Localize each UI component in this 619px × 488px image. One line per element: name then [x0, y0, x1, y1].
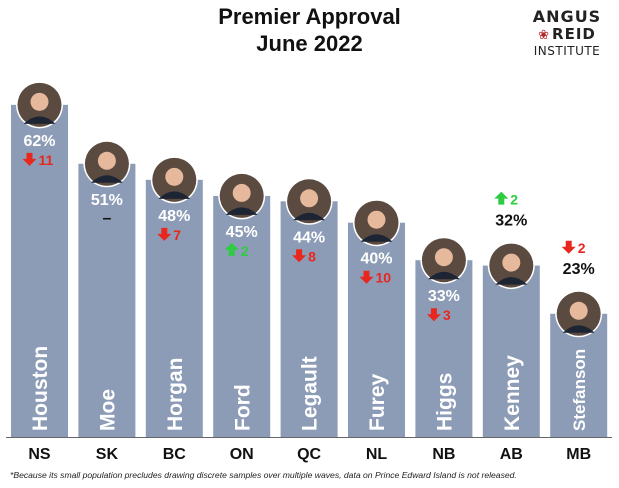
premier-photo-face: [502, 253, 521, 272]
premier-name-kenney: Kenney: [501, 355, 524, 431]
premier-photo-face: [434, 248, 453, 267]
premier-name-moe: Moe: [96, 389, 119, 431]
value-label: 23%: [563, 261, 595, 278]
premier-photo-suit: [23, 116, 56, 124]
change-label: 3: [443, 307, 451, 323]
chart-title: Premier Approval: [218, 4, 401, 29]
chart-subtitle: June 2022: [256, 31, 363, 56]
bar-AB: [482, 265, 540, 437]
province-label-AB: AB: [500, 446, 523, 463]
premier-photo-suit: [90, 175, 123, 183]
value-label: 33%: [428, 288, 460, 305]
logo-line2: REID: [552, 25, 596, 43]
province-label-MB: MB: [566, 446, 591, 463]
up-arrow-icon: [224, 242, 239, 256]
change-label: 11: [39, 152, 54, 168]
premier-photo-face: [569, 301, 588, 320]
premier-photo-face: [232, 183, 251, 202]
bar-BC: [145, 179, 203, 437]
province-label-ON: ON: [230, 446, 254, 463]
bar-NL: [348, 222, 405, 437]
bar-SK: [78, 163, 136, 438]
premier-name-stefanson: Stefanson: [570, 349, 589, 431]
logo-line1: ANGUS: [532, 7, 602, 26]
maple-leaf-icon: ❀: [538, 28, 551, 43]
bar-ON: [213, 195, 271, 437]
premier-name-houston: Houston: [29, 346, 52, 431]
change-label: –: [102, 210, 111, 227]
premier-name-horgan: Horgan: [164, 358, 187, 432]
footnote: *Because its small population precludes …: [10, 470, 517, 480]
premier-photo-face: [300, 189, 319, 208]
change-label: 2: [241, 243, 249, 259]
province-label-NB: NB: [432, 446, 455, 463]
premier-photo-suit: [293, 212, 326, 221]
premier-photo-face: [97, 151, 116, 170]
value-label: 45%: [226, 224, 258, 241]
value-label: 40%: [360, 251, 392, 268]
premier-photo-suit: [427, 271, 460, 280]
value-label: 51%: [91, 192, 123, 209]
up-arrow-icon: [494, 191, 509, 205]
province-label-NL: NL: [366, 446, 388, 463]
value-label: 48%: [158, 208, 190, 225]
value-label: 32%: [495, 213, 527, 230]
down-arrow-icon: [359, 270, 374, 284]
premier-photo-suit: [225, 207, 258, 215]
down-arrow-icon: [426, 308, 441, 322]
province-label-NS: NS: [28, 446, 51, 463]
province-label-BC: BC: [163, 446, 187, 463]
premier-photo-suit: [360, 234, 393, 242]
province-label-SK: SK: [96, 446, 119, 463]
down-arrow-icon: [561, 240, 576, 254]
bar-NB: [415, 260, 473, 437]
premier-photo-suit: [158, 191, 191, 199]
down-arrow-icon: [292, 249, 307, 263]
premier-photo-face: [30, 92, 49, 111]
down-arrow-icon: [157, 227, 172, 241]
value-label: 62%: [23, 133, 55, 150]
change-label: 7: [173, 227, 181, 243]
change-label: 2: [510, 192, 518, 208]
down-arrow-icon: [22, 152, 37, 166]
change-label: 8: [308, 248, 316, 264]
angus-reid-logo: ANGUS ❀ REID INSTITUTE: [525, 7, 609, 59]
logo-line3: INSTITUTE: [533, 44, 601, 58]
change-label: 10: [376, 270, 392, 286]
value-label: 44%: [293, 229, 325, 246]
bar-QC: [280, 201, 338, 437]
premier-name-legault: Legault: [299, 356, 322, 431]
premier-photo-face: [367, 210, 386, 229]
premier-name-higgs: Higgs: [433, 373, 456, 431]
change-label: 2: [578, 240, 586, 256]
bar-NS: [11, 104, 68, 437]
premier-name-furey: Furey: [366, 373, 389, 431]
premier-name-ford: Ford: [231, 384, 254, 431]
premier-photo-suit: [495, 277, 528, 285]
premier-photo-suit: [562, 325, 595, 333]
province-label-QC: QC: [297, 446, 321, 463]
premier-photo-face: [165, 167, 184, 186]
